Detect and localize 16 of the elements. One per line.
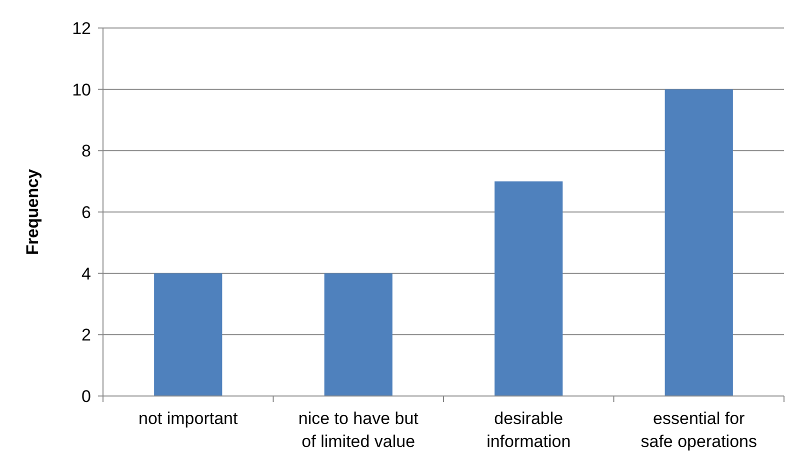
y-tick-label: 4 <box>82 264 91 284</box>
y-tick-label: 6 <box>82 202 91 222</box>
bar <box>664 89 733 396</box>
y-tick-label: 0 <box>82 386 91 406</box>
y-axis-title: Frequency <box>23 168 42 255</box>
x-tick-label: desirable information <box>486 409 571 451</box>
y-tick-label: 8 <box>82 142 91 161</box>
y-tick-label: 12 <box>72 18 91 38</box>
bar <box>154 273 222 396</box>
x-tick-label: not important <box>138 409 238 428</box>
y-tick-label: 2 <box>82 326 91 345</box>
x-tick-label: nice to have but of limited value <box>298 409 419 451</box>
bar <box>324 273 392 396</box>
x-tick-label: essential for safe operations <box>640 409 757 451</box>
y-tick-label: 10 <box>72 80 91 100</box>
bar <box>494 181 563 396</box>
